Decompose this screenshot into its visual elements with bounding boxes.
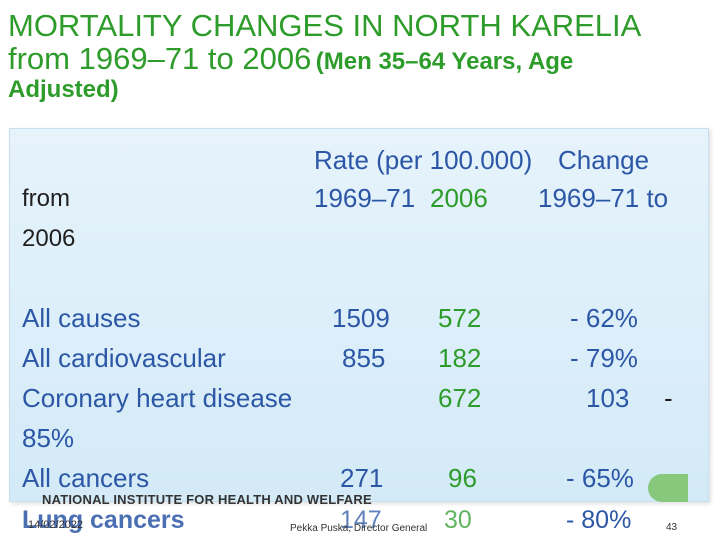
col-1969: 1969–71 [314, 183, 416, 213]
slide-title: MORTALITY CHANGES IN NORTH KARELIA from … [8, 8, 708, 104]
row-value-2006: 96 [448, 463, 477, 493]
title-line-3: Adjusted) [8, 76, 119, 104]
change-label: Change [558, 145, 650, 175]
rate-label: Rate (per 100.000) [314, 145, 533, 175]
row-label: All cardiovascular [22, 343, 226, 373]
footer-institution: NATIONAL INSTITUTE FOR HEALTH AND WELFAR… [42, 492, 372, 507]
row-change-dash: - [664, 383, 673, 413]
page-number: 43 [666, 522, 678, 533]
from-label: from [22, 185, 70, 212]
row-change: - 79% [570, 343, 638, 373]
row-value-1969: 855 [342, 343, 386, 373]
row-value-2006: 103 [586, 383, 630, 413]
row-label: Lung cancers [22, 506, 185, 534]
row-label: Coronary heart disease [22, 383, 293, 413]
change-range: 1969–71 to [538, 183, 669, 213]
row-change: - 65% [566, 463, 634, 493]
row-label: All cancers [22, 463, 150, 493]
row-value-1969: 1509 [332, 303, 390, 333]
row-value-1969: 672 [438, 383, 482, 413]
footer-presenter: Pekka Puska, Director General [290, 523, 428, 534]
row-value-1969: 147 [340, 506, 382, 534]
row-change: - 80% [566, 506, 632, 534]
row-value-1969: 271 [340, 463, 384, 493]
footer-date: 14/02/2022 [28, 519, 84, 531]
title-line-2-tail: (Men 35–64 Years, Age [315, 47, 574, 75]
data-panel: Rate (per 100.000) Change from 1969–71 2… [9, 128, 709, 502]
decorative-green-shape [648, 474, 688, 502]
col-2006: 2006 [430, 183, 488, 213]
row-label: All causes [22, 303, 141, 333]
title-line-1: MORTALITY CHANGES IN NORTH KARELIA [8, 8, 642, 43]
row-value-2006: 572 [438, 303, 482, 333]
row-change-wrap: 85% [22, 423, 75, 453]
row-change: - 62% [570, 303, 638, 333]
title-line-2: from 1969–71 to 2006 [8, 40, 312, 76]
row-value-2006: 30 [444, 506, 472, 534]
row-value-2006: 182 [438, 343, 482, 373]
from-year: 2006 [22, 225, 76, 252]
